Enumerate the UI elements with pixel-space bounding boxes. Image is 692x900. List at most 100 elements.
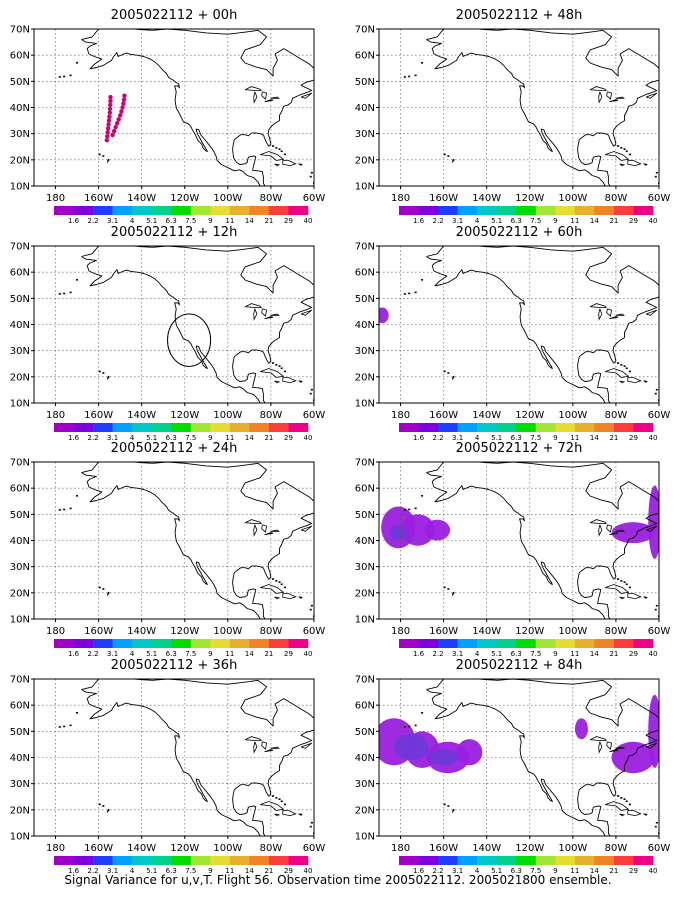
colorbar-label: 6.3	[511, 434, 522, 442]
colorbar-swatch	[535, 206, 556, 215]
island-dot	[69, 507, 72, 510]
observation-point	[108, 102, 113, 108]
colorbar-label: 2.2	[433, 217, 444, 225]
colorbar-swatch	[229, 423, 250, 432]
y-tick-label: 60N	[355, 268, 375, 279]
x-tick-label: 120W	[515, 626, 544, 637]
x-tick-label: 120W	[170, 626, 199, 637]
x-tick-label: 80W	[260, 626, 283, 637]
colorbar-swatch	[210, 206, 231, 215]
island-outline	[605, 368, 630, 378]
lake-outline	[589, 519, 608, 524]
x-tick-label: 160W	[84, 626, 113, 637]
observation-point	[111, 128, 117, 134]
island-dot	[408, 508, 411, 511]
island-outline	[106, 591, 110, 596]
x-tick-label: 180	[46, 193, 65, 204]
lake-outline	[244, 86, 263, 91]
island-dot	[58, 726, 61, 728]
island-dot	[102, 805, 105, 807]
colorbar-swatch	[268, 856, 289, 865]
observation-point	[106, 118, 112, 123]
island-dot	[58, 293, 61, 295]
island-dot	[69, 291, 72, 294]
colorbar-label: 14	[245, 217, 254, 225]
x-tick-label: 60W	[303, 410, 326, 421]
colorbar-label: 2.2	[433, 434, 444, 442]
colorbar-label: 4	[475, 217, 480, 225]
y-tick-label: 70N	[355, 25, 375, 36]
colorbar-label: 14	[590, 867, 599, 875]
colorbar-label: 2.2	[88, 650, 99, 658]
y-tick-label: 40N	[355, 320, 375, 331]
forecast-panel: 2005022112 + 12h 10N 20N 30N 40N 50N 60N 70N 180…	[10, 225, 326, 442]
island-dot	[623, 581, 626, 583]
island-outline	[106, 808, 110, 813]
colorbar-label: 1.6	[68, 867, 80, 875]
y-tick-label: 30N	[10, 562, 30, 573]
colorbar-swatch	[190, 206, 211, 215]
colorbar-swatch	[171, 856, 192, 865]
y-tick-label: 30N	[355, 346, 375, 357]
colorbar-label: 7.5	[185, 217, 196, 225]
colorbar-label: 7.5	[185, 434, 196, 442]
colorbar-swatch	[288, 639, 309, 648]
colorbar-swatch	[171, 206, 192, 215]
island-dot	[403, 726, 406, 728]
colorbar-label: 40	[304, 434, 313, 442]
panel-title: 2005022112 + 48h	[456, 8, 583, 23]
colorbar-swatch	[54, 206, 74, 215]
colorbar-swatch	[210, 423, 231, 432]
x-tick-label: 60W	[648, 410, 671, 421]
island-dot	[654, 825, 657, 828]
x-tick-label: 80W	[605, 626, 628, 637]
colorbar-label: 3.1	[452, 867, 463, 875]
colorbar-label: 11	[225, 217, 234, 225]
island-dot	[447, 588, 450, 590]
island-outline	[645, 309, 658, 316]
colorbar-label: 6.3	[511, 217, 522, 225]
x-tick-label: 180	[391, 410, 410, 421]
colorbar-swatch	[594, 856, 615, 865]
x-tick-label: 140W	[127, 626, 156, 637]
colorbar-swatch	[210, 639, 231, 648]
panel-title: 2005022112 + 84h	[456, 658, 583, 673]
island-dot	[421, 279, 424, 281]
x-tick-label: 140W	[472, 410, 501, 421]
colorbar-label: 5.1	[491, 217, 502, 225]
figure-caption: Signal Variance for u,v,T. Flight 56. Ob…	[64, 873, 611, 887]
observation-point	[114, 121, 120, 126]
colorbar-swatch	[477, 639, 497, 648]
island-dot	[625, 800, 628, 803]
colorbar-label: 40	[304, 650, 313, 658]
y-tick-label: 30N	[10, 779, 30, 790]
x-tick-label: 60W	[303, 193, 326, 204]
y-tick-label: 60N	[355, 51, 375, 62]
observation-point	[122, 93, 127, 98]
colorbar-label: 4	[475, 867, 480, 875]
lake-outline	[270, 313, 280, 316]
colorbar-swatch	[73, 206, 94, 215]
y-tick-label: 30N	[355, 562, 375, 573]
island-dot	[414, 507, 417, 510]
colorbar-label: 14	[590, 434, 599, 442]
colorbar-label: 9	[553, 434, 557, 442]
lake-outline	[609, 532, 619, 536]
panel-title: 2005022112 + 72h	[456, 441, 583, 456]
lake-outline	[598, 524, 603, 537]
signal-variance-region	[400, 514, 435, 546]
x-tick-label: 100W	[213, 193, 242, 204]
colorbar-swatch	[73, 423, 94, 432]
colorbar-swatch	[438, 206, 458, 215]
island-outline	[645, 92, 658, 99]
colorbar-label: 4	[475, 650, 480, 658]
colorbar-label: 40	[304, 867, 313, 875]
colorbar-swatch	[594, 206, 615, 215]
island-dot	[309, 825, 312, 828]
colorbar-label: 6.3	[166, 434, 177, 442]
y-tick-label: 40N	[10, 320, 30, 331]
colorbar-label: 14	[590, 650, 599, 658]
lake-outline	[615, 96, 625, 99]
y-tick-label: 40N	[355, 753, 375, 764]
